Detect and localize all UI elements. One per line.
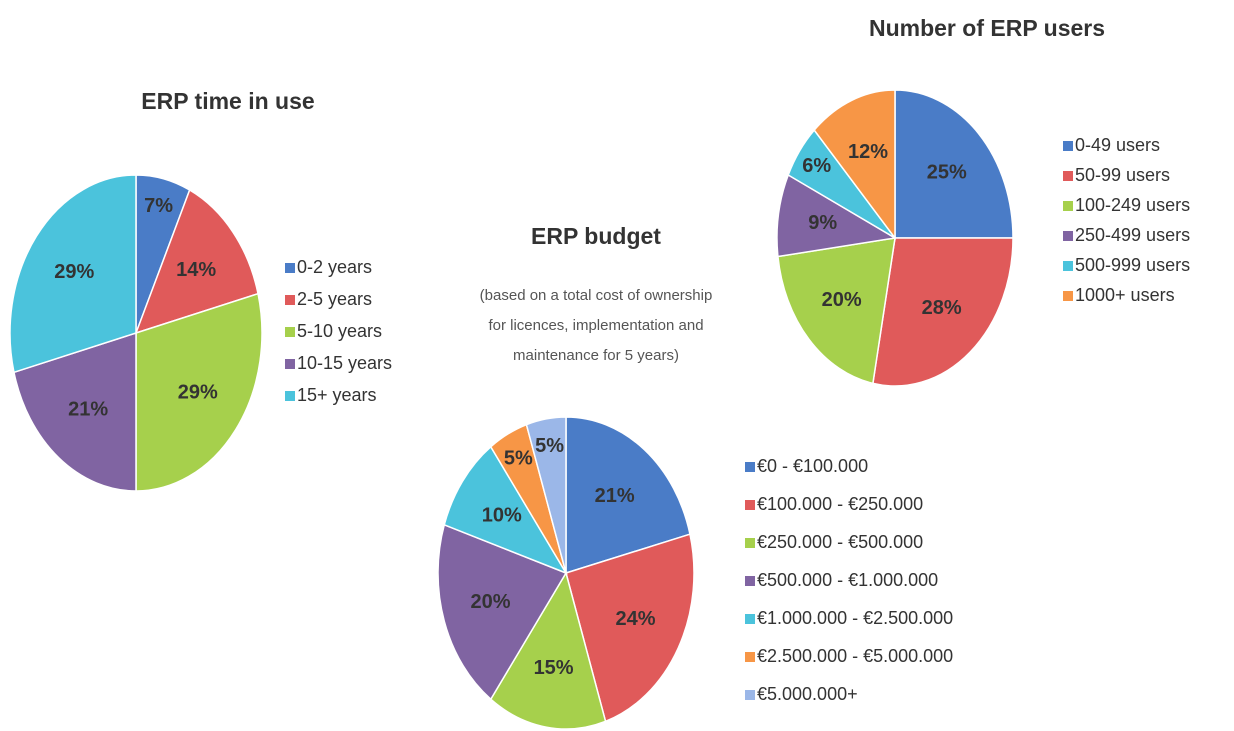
chart-title: ERP budget bbox=[531, 223, 661, 249]
legend-label: €500.000 - €1.000.000 bbox=[757, 570, 938, 590]
slice-label: 20% bbox=[822, 289, 862, 311]
slice-label: 10% bbox=[482, 504, 522, 526]
legend-swatch bbox=[1063, 291, 1073, 301]
slice-label: 20% bbox=[471, 591, 511, 613]
slice-label: 12% bbox=[848, 141, 888, 163]
pie-slice bbox=[525, 416, 567, 574]
pie-slice bbox=[9, 174, 137, 374]
legend-label: 15+ years bbox=[297, 385, 377, 405]
slice-label: 25% bbox=[927, 161, 967, 183]
slice-label: 9% bbox=[808, 212, 837, 234]
slice-label: 6% bbox=[802, 155, 831, 177]
pie-slice bbox=[443, 445, 568, 575]
slice-label: 15% bbox=[534, 657, 574, 679]
pie-slice bbox=[565, 416, 691, 575]
slice-label: 5% bbox=[535, 435, 564, 457]
legend-label: 500-999 users bbox=[1075, 255, 1190, 275]
legend-swatch bbox=[285, 263, 295, 273]
chart-subtitle: (based on a total cost of ownership bbox=[480, 287, 713, 304]
legend-label: 1000+ users bbox=[1075, 285, 1175, 305]
legend-label: €2.500.000 - €5.000.000 bbox=[757, 646, 953, 666]
chart-title: ERP time in use bbox=[141, 88, 314, 114]
legend-label: 0-2 years bbox=[297, 257, 372, 277]
pie-slice bbox=[134, 188, 259, 335]
chart-title: Number of ERP users bbox=[869, 15, 1105, 41]
pie-slice bbox=[872, 237, 1014, 387]
pie-slice bbox=[437, 523, 568, 701]
legend-swatch bbox=[285, 327, 295, 337]
pie-slice bbox=[777, 237, 896, 385]
slice-label: 14% bbox=[176, 259, 216, 281]
legend-label: 10-15 years bbox=[297, 353, 392, 373]
legend-swatch bbox=[1063, 261, 1073, 271]
legend-label: 5-10 years bbox=[297, 321, 382, 341]
legend-label: €100.000 - €250.000 bbox=[757, 494, 923, 514]
legend-swatch bbox=[745, 652, 755, 662]
legend-swatch bbox=[285, 391, 295, 401]
legend-swatch bbox=[745, 614, 755, 624]
pie-slice bbox=[776, 173, 898, 258]
legend-swatch bbox=[1063, 231, 1073, 241]
slice-label: 24% bbox=[616, 608, 656, 630]
legend-swatch bbox=[745, 500, 755, 510]
pie-slice bbox=[135, 292, 263, 492]
legend-swatch bbox=[285, 295, 295, 305]
legend-swatch bbox=[745, 690, 755, 700]
chart-subtitle: for licences, implementation and bbox=[488, 317, 703, 334]
legend-label: €250.000 - €500.000 bbox=[757, 532, 923, 552]
legend-label: 0-49 users bbox=[1075, 135, 1160, 155]
pie-slice bbox=[565, 533, 695, 723]
slice-label: 21% bbox=[68, 399, 108, 421]
legend-swatch bbox=[1063, 201, 1073, 211]
pie-slice bbox=[489, 571, 607, 730]
legend-label: 50-99 users bbox=[1075, 165, 1170, 185]
chart-subtitle: maintenance for 5 years) bbox=[513, 347, 679, 364]
legend-swatch bbox=[745, 576, 755, 586]
legend-label: €5.000.000+ bbox=[757, 684, 858, 704]
slice-label: 28% bbox=[922, 297, 962, 319]
slice-label: 21% bbox=[595, 485, 635, 507]
legend-label: 250-499 users bbox=[1075, 225, 1190, 245]
pie-slice bbox=[813, 89, 896, 241]
legend-label: 2-5 years bbox=[297, 289, 372, 309]
legend-label: €1.000.000 - €2.500.000 bbox=[757, 608, 953, 628]
legend-swatch bbox=[1063, 171, 1073, 181]
slice-label: 29% bbox=[178, 381, 218, 403]
slice-label: 7% bbox=[144, 195, 173, 217]
legend-swatch bbox=[745, 538, 755, 548]
slice-label: 5% bbox=[504, 447, 533, 469]
pie-slice bbox=[894, 89, 1014, 239]
legend-swatch bbox=[745, 462, 755, 472]
legend-swatch bbox=[1063, 141, 1073, 151]
slice-label: 29% bbox=[54, 261, 94, 283]
legend-label: €0 - €100.000 bbox=[757, 456, 868, 476]
legend-label: 100-249 users bbox=[1075, 195, 1190, 215]
pie-slice bbox=[13, 331, 137, 492]
legend-swatch bbox=[285, 359, 295, 369]
